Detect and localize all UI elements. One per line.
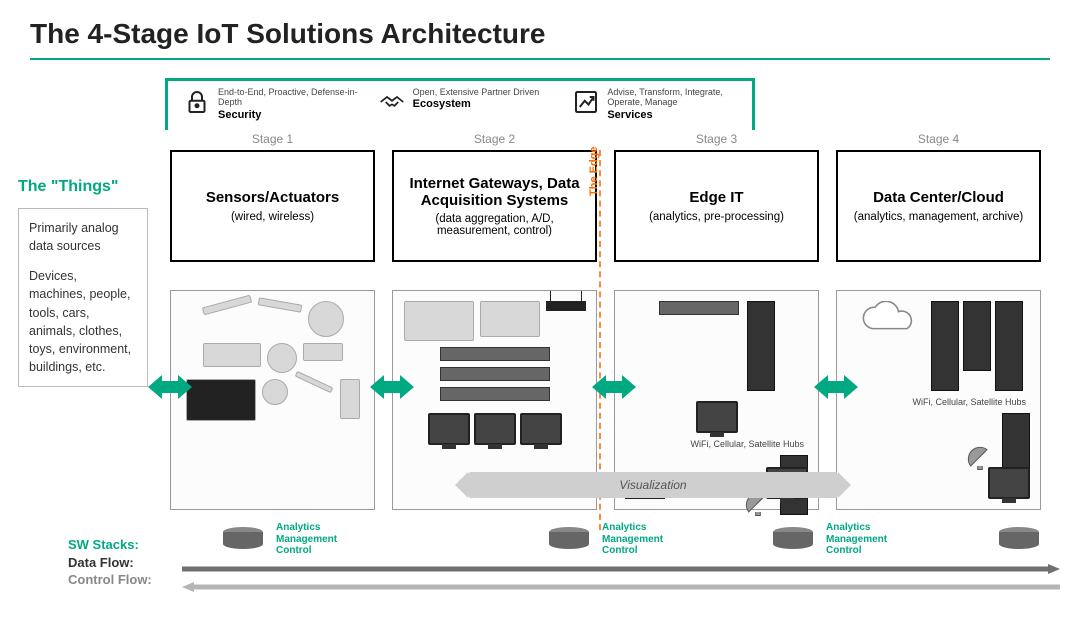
stage-sub: (analytics, management, archive)	[846, 211, 1031, 223]
stage-sub: (data aggregation, A/D, measurement, con…	[402, 213, 587, 237]
banner-services: Advise, Transform, Integrate, Operate, M…	[557, 87, 752, 121]
server-icon	[995, 301, 1023, 391]
monitor-icon	[474, 413, 516, 445]
stack-text: AnalyticsManagementControl	[826, 522, 887, 557]
bidir-arrow	[814, 372, 858, 402]
control-flow-arrow	[182, 579, 1060, 589]
stage-2: Stage 2 Internet Gateways, Data Acquisit…	[392, 132, 597, 510]
wifi-label: WiFi, Cellular, Satellite Hubs	[847, 397, 1030, 407]
visualization-bar: Visualization	[468, 472, 838, 498]
banner-ecosystem: Open, Extensive Partner Driven Ecosystem	[363, 87, 558, 117]
router-icon	[546, 301, 586, 311]
bidir-arrow	[592, 372, 636, 402]
stage-3: Stage 3 Edge IT (analytics, pre-processi…	[614, 132, 819, 510]
banner-security: End-to-End, Proactive, Defense-in-Depth …	[168, 87, 363, 121]
stage-sub: (wired, wireless)	[180, 211, 365, 223]
legend-sw-stacks: SW Stacks:	[68, 536, 152, 554]
stage-title: Internet Gateways, Data Acquisition Syst…	[402, 175, 587, 210]
banner-main: Security	[218, 109, 363, 122]
server-icon	[963, 301, 991, 371]
stage-box: Data Center/Cloud (analytics, management…	[836, 150, 1041, 262]
stage-label: Stage 1	[170, 132, 375, 146]
monitor-icon	[696, 401, 738, 433]
lock-icon	[182, 87, 212, 117]
edge-label: The Edge	[588, 146, 600, 196]
banner-main: Services	[607, 109, 752, 122]
stage-box: Edge IT (analytics, pre-processing)	[614, 150, 819, 262]
legend-control-flow: Control Flow:	[68, 571, 152, 589]
banner-sub: Advise, Transform, Integrate, Operate, M…	[607, 87, 752, 108]
monitor-icon	[428, 413, 470, 445]
cylinder-icon	[770, 526, 816, 550]
stage-label: Stage 2	[392, 132, 597, 146]
stage-1: Stage 1 Sensors/Actuators (wired, wirele…	[170, 132, 375, 510]
stage-image-box: WiFi, Cellular, Satellite Hubs	[836, 290, 1041, 510]
satellite-dish-icon	[966, 445, 994, 469]
cylinder-icon	[220, 526, 266, 550]
banner-sub: End-to-End, Proactive, Defense-in-Depth	[218, 87, 363, 108]
cylinder-icon	[546, 526, 592, 550]
stage-title: Data Center/Cloud	[846, 189, 1031, 206]
top-banner: End-to-End, Proactive, Defense-in-Depth …	[165, 78, 755, 130]
data-flow-arrow	[182, 561, 1060, 571]
stage-4: Stage 4 Data Center/Cloud (analytics, ma…	[836, 132, 1041, 510]
stage-title: Sensors/Actuators	[180, 189, 365, 206]
server-icon	[931, 301, 959, 391]
stage-image-box	[170, 290, 375, 510]
monitor-icon	[520, 413, 562, 445]
page-title: The 4-Stage IoT Solutions Architecture	[0, 0, 1080, 58]
stage-label: Stage 4	[836, 132, 1041, 146]
title-underline	[30, 58, 1050, 60]
stage-title: Edge IT	[624, 189, 809, 206]
stack-text: AnalyticsManagementControl	[602, 522, 663, 557]
things-box: Primarily analog data sources Devices, m…	[18, 208, 148, 387]
things-heading: The "Things"	[18, 178, 119, 196]
stage-label: Stage 3	[614, 132, 819, 146]
chart-arrow-icon	[571, 87, 601, 117]
wifi-label: WiFi, Cellular, Satellite Hubs	[625, 439, 808, 449]
things-para2: Devices, machines, people, tools, cars, …	[29, 267, 137, 376]
server-icon	[747, 301, 775, 391]
legend-data-flow: Data Flow:	[68, 554, 152, 572]
stage-sub: (analytics, pre-processing)	[624, 211, 809, 223]
banner-sub: Open, Extensive Partner Driven	[413, 87, 540, 97]
things-para1: Primarily analog data sources	[29, 219, 137, 255]
bottom-legend: SW Stacks: Data Flow: Control Flow:	[68, 536, 152, 589]
banner-main: Ecosystem	[413, 98, 540, 111]
stack-text: AnalyticsManagementControl	[276, 522, 337, 557]
handshake-icon	[377, 87, 407, 117]
bidir-arrow	[148, 372, 192, 402]
stage-box: Internet Gateways, Data Acquisition Syst…	[392, 150, 597, 262]
server-icon	[1002, 413, 1030, 469]
visualization-label: Visualization	[619, 478, 686, 492]
cylinder-icon	[996, 526, 1042, 550]
stage-box: Sensors/Actuators (wired, wireless)	[170, 150, 375, 262]
monitor-icon	[988, 467, 1030, 499]
bidir-arrow	[370, 372, 414, 402]
cloud-icon	[855, 301, 925, 335]
